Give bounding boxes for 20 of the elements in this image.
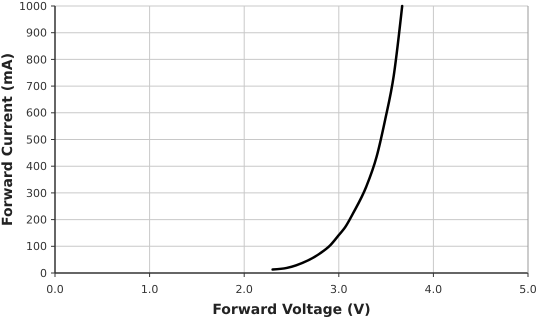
x-axis-title: Forward Voltage (V) (212, 302, 371, 318)
y-tick-label: 700 (26, 80, 47, 93)
x-tick-label: 2.0 (235, 283, 253, 296)
y-tick-label: 800 (26, 53, 47, 66)
x-tick-label: 4.0 (424, 283, 442, 296)
y-axis-title: Forward Current (mA) (0, 53, 16, 226)
y-tick-label: 500 (26, 133, 47, 146)
x-tick-label: 3.0 (330, 283, 348, 296)
y-tick-label: 200 (26, 213, 47, 226)
line-series (271, 4, 404, 271)
y-tick-label: 900 (26, 26, 47, 40)
x-tick-label: 1.0 (140, 283, 158, 296)
y-tick-label: 0 (40, 266, 47, 280)
y-tick-label: 1000 (19, 0, 47, 13)
y-tick-label: 300 (26, 186, 47, 200)
x-tick-label: 5.0 (519, 283, 537, 296)
x-tick-label: 0.0 (46, 283, 64, 296)
y-tick-label: 400 (26, 160, 47, 174)
y-tick-label: 600 (26, 106, 47, 120)
y-tick-label: 100 (26, 240, 47, 254)
